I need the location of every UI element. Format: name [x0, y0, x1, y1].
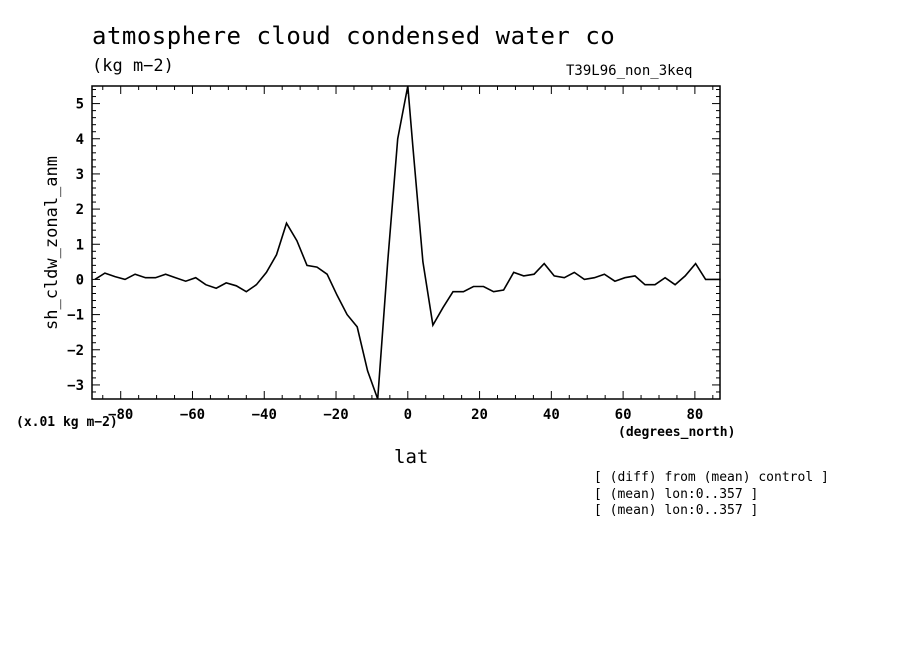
x-tick-label: 0 — [404, 407, 412, 423]
y-tick-label: −2 — [67, 343, 84, 359]
x-tick-label: −80 — [108, 407, 133, 423]
y-tick-label: 5 — [76, 97, 84, 113]
x-tick-label: 80 — [686, 407, 703, 423]
x-tick-label: 60 — [615, 407, 632, 423]
y-tick-label: 2 — [76, 202, 84, 218]
x-tick-label: −40 — [252, 407, 277, 423]
y-tick-label: 3 — [76, 167, 84, 183]
y-tick-label: 4 — [76, 132, 84, 148]
x-tick-label: 40 — [543, 407, 560, 423]
chart-units: (kg m−2) — [92, 56, 174, 76]
note-line: [ (diff) from (mean) control ] — [594, 470, 829, 485]
plot-frame — [91, 85, 721, 400]
y-tick-label: −3 — [67, 378, 84, 394]
x-axis-units: (degrees_north) — [618, 425, 736, 440]
run-label: T39L96_non_3keq — [566, 63, 693, 79]
y-tick-label: −1 — [67, 308, 84, 324]
y-tick-label: 0 — [76, 272, 84, 288]
note-line: [ (mean) lon:0..357 ] — [594, 503, 759, 518]
chart-title: atmosphere cloud condensed water co — [92, 22, 616, 50]
y-tick-label: 1 — [76, 237, 84, 253]
series-line — [94, 85, 721, 400]
x-tick-label: −60 — [180, 407, 205, 423]
x-axis-label: lat — [394, 446, 429, 468]
x-tick-label: 20 — [471, 407, 488, 423]
note-line: [ (mean) lon:0..357 ] — [594, 487, 759, 502]
scale-note: (x.01 kg m−2) — [16, 415, 118, 430]
x-tick-label: −20 — [323, 407, 348, 423]
